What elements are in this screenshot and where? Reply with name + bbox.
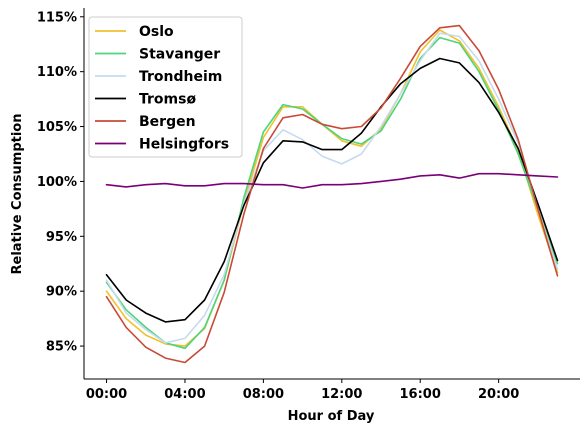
x-tick-label: 00:00 [86,387,127,402]
x-tick-label: 08:00 [243,387,284,402]
y-tick-label: 95% [46,230,77,245]
y-axis-title: Relative Consumption [10,114,25,275]
y-tick-label: 100% [37,175,77,190]
x-tick-label: 12:00 [321,387,362,402]
legend-label: Oslo [139,24,174,40]
series-line-helsingfors [107,174,558,188]
x-tick-label: 16:00 [400,387,441,402]
y-ticks: 85% 90% 95% 100% 105% 110% 115% [37,10,84,354]
y-tick-label: 90% [46,285,77,300]
x-axis-title: Hour of Day [288,409,375,424]
y-tick-label: 115% [37,10,77,25]
legend-label: Helsingfors [139,137,229,153]
x-tick-label: 20:00 [478,387,519,402]
y-tick-label: 110% [37,65,77,80]
legend-label: Tromsø [139,92,196,108]
x-ticks: 00:00 04:00 08:00 12:00 16:00 20:00 [86,379,519,402]
legend: Oslo Stavanger Trondheim Tromsø Bergen Helsin… [89,17,242,157]
x-tick-label: 04:00 [164,387,205,402]
legend-label: Trondheim [139,69,222,85]
legend-label: Bergen [139,114,196,130]
y-tick-label: 105% [37,120,77,135]
y-tick-label: 85% [46,340,77,355]
legend-label: Stavanger [139,47,220,63]
